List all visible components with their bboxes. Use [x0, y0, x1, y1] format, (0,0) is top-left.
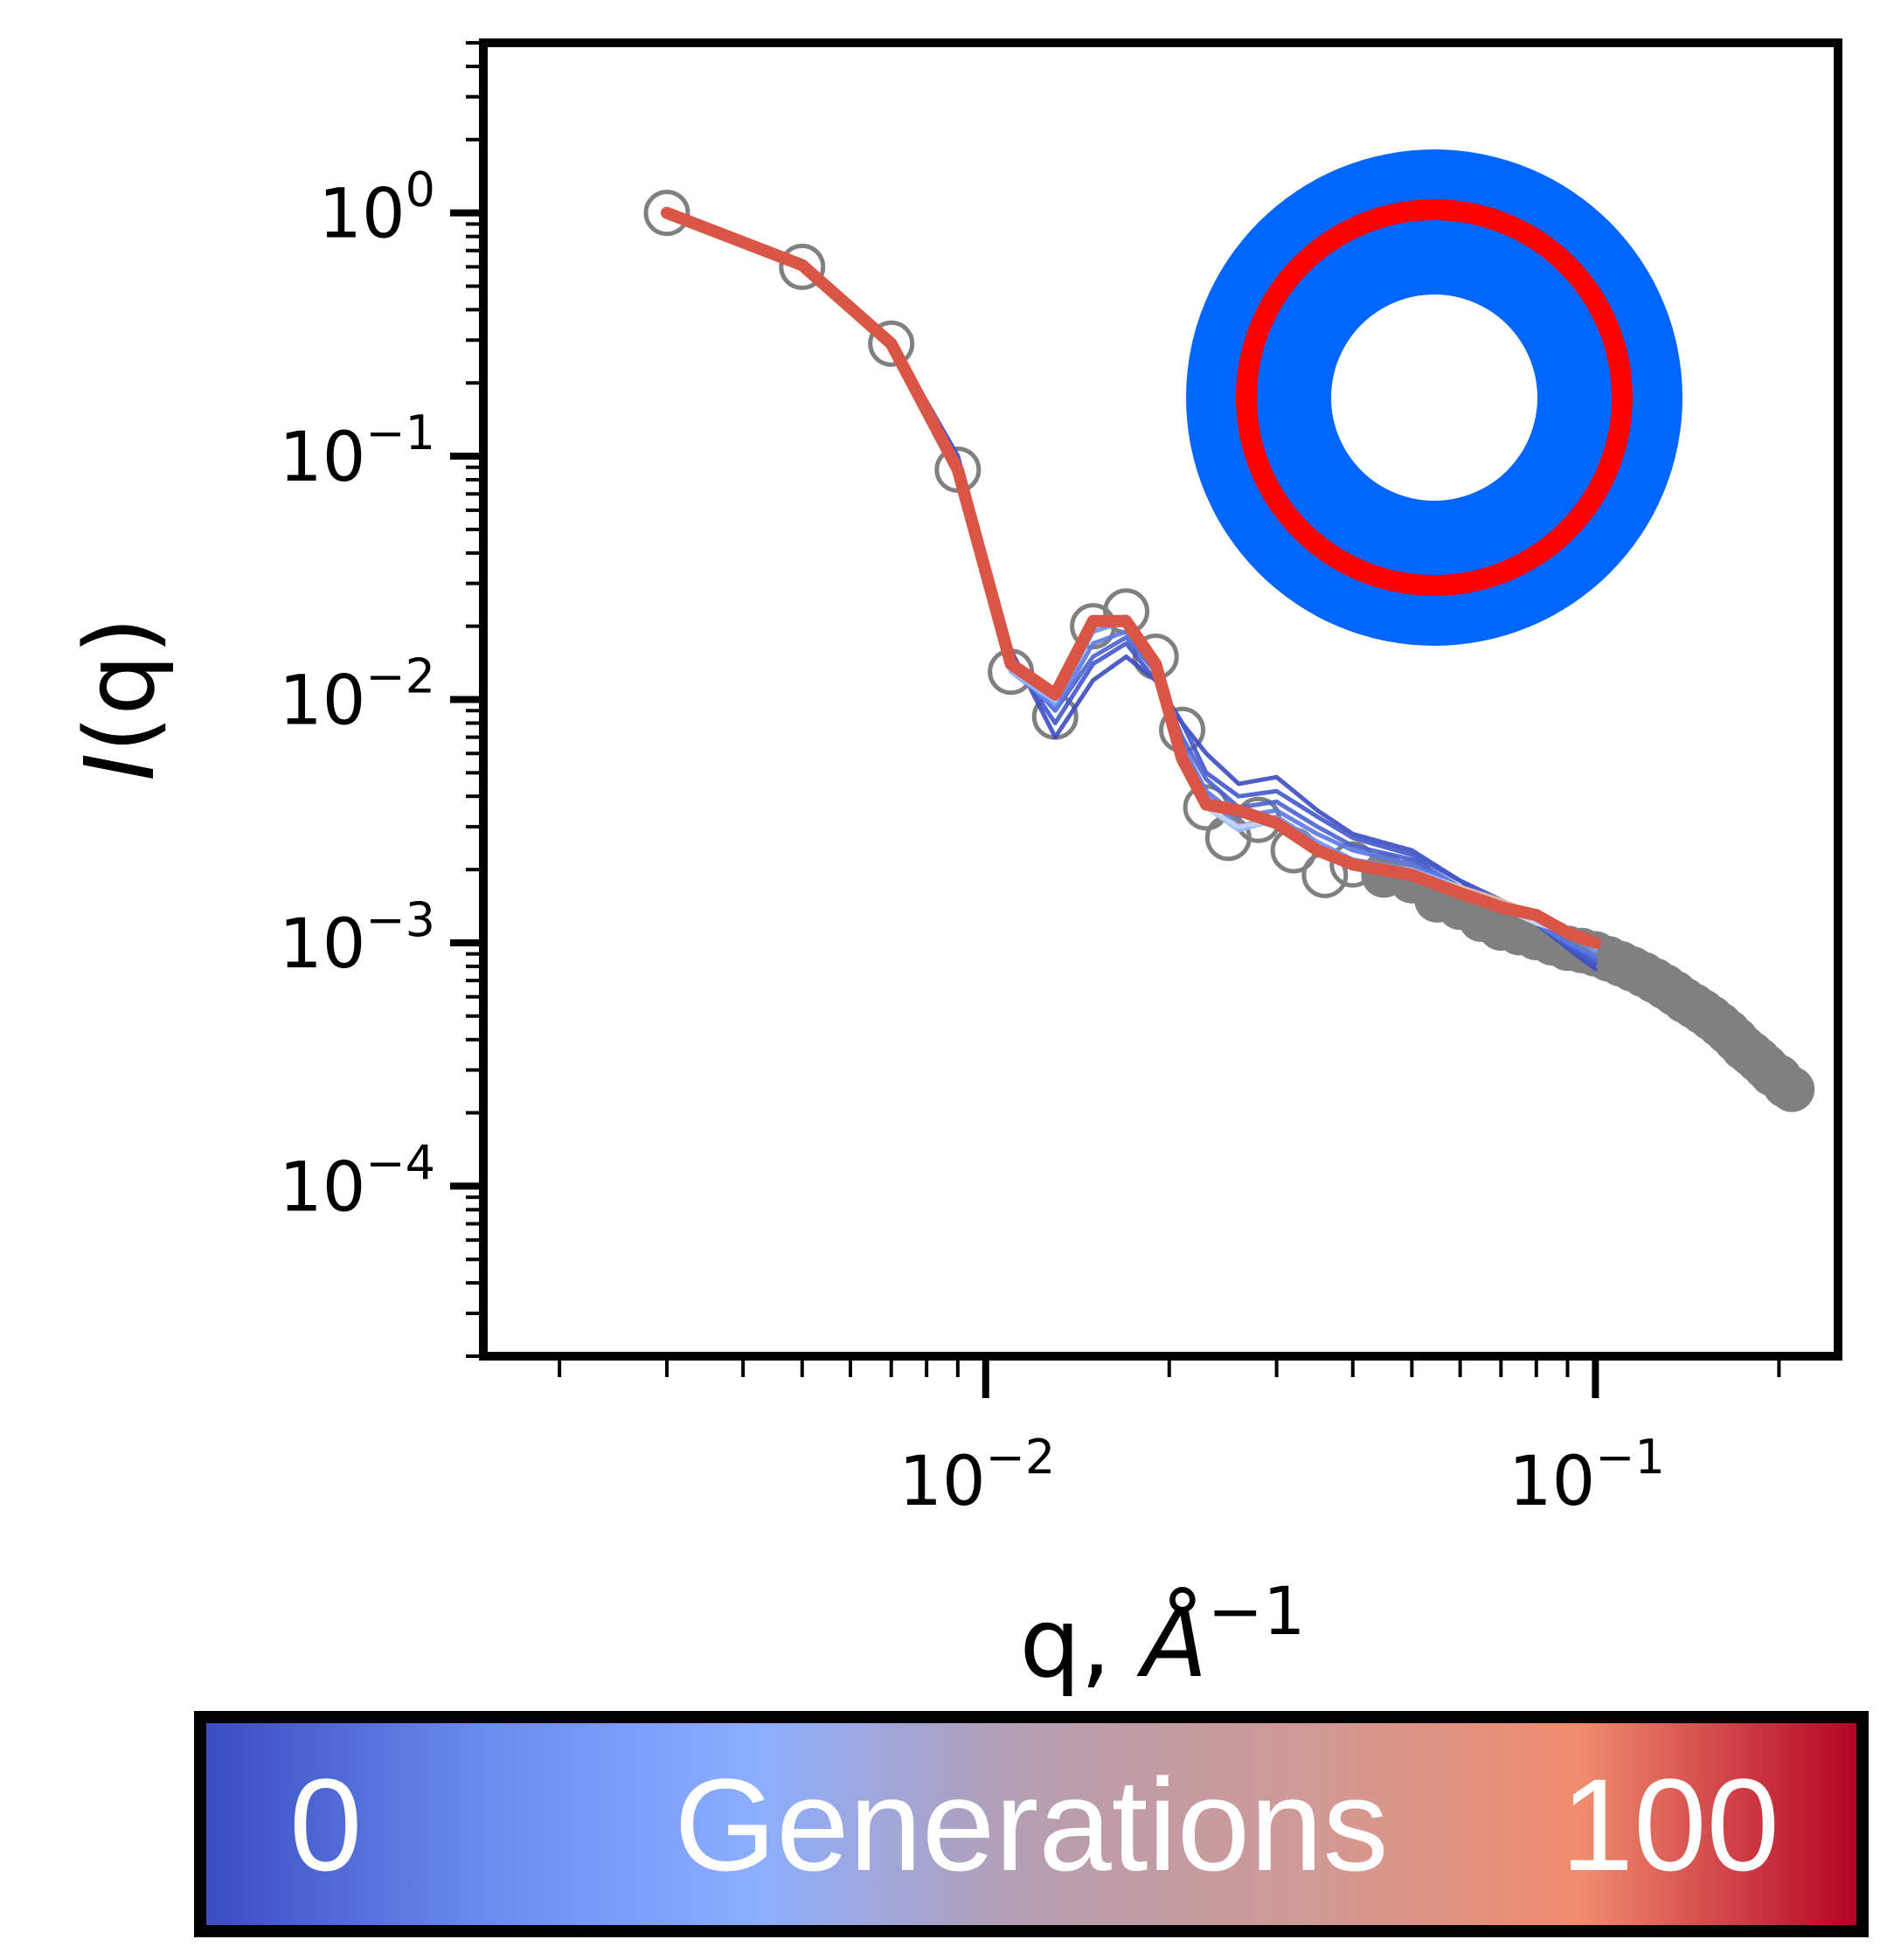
data-point: [1769, 1066, 1815, 1112]
colorbar-max-label: 100: [1560, 1750, 1779, 1898]
y-tick-label: 10−3: [279, 892, 435, 984]
data-point: [868, 320, 915, 367]
fit-line-generation-100: [661, 206, 1602, 949]
inset-core: [1331, 294, 1537, 501]
y-axis-title: I(q): [64, 617, 176, 781]
inset-red-ring: [1236, 199, 1633, 596]
x-axis-title: q, Å−1: [1019, 1572, 1305, 1699]
colorbar-label: Generations: [674, 1750, 1389, 1898]
fit-curves: [661, 206, 1602, 972]
x-tick-label: 10−1: [1509, 1430, 1665, 1521]
y-axis: 100 10−1 10−2 10−3 10−4: [279, 41, 483, 1358]
x-axis: 10−2 10−1: [558, 1356, 1781, 1521]
saxs-chart: 100 10−1 10−2 10−3 10−4 10−2 10−1 q, Å−1 I(q): [64, 38, 1842, 1699]
data-point: [643, 190, 690, 237]
inset-core-shell-particle: [1186, 149, 1682, 646]
colorbar-min-label: 0: [289, 1750, 363, 1898]
generations-colorbar: 0 Generations 100: [194, 1711, 1869, 1937]
data-point: [779, 243, 826, 290]
y-tick-label: 10−4: [279, 1135, 435, 1227]
y-tick-label: 10−1: [279, 405, 435, 497]
y-tick-label: 100: [318, 163, 435, 254]
x-tick-label: 10−2: [898, 1430, 1055, 1521]
y-tick-label: 10−2: [279, 649, 435, 741]
